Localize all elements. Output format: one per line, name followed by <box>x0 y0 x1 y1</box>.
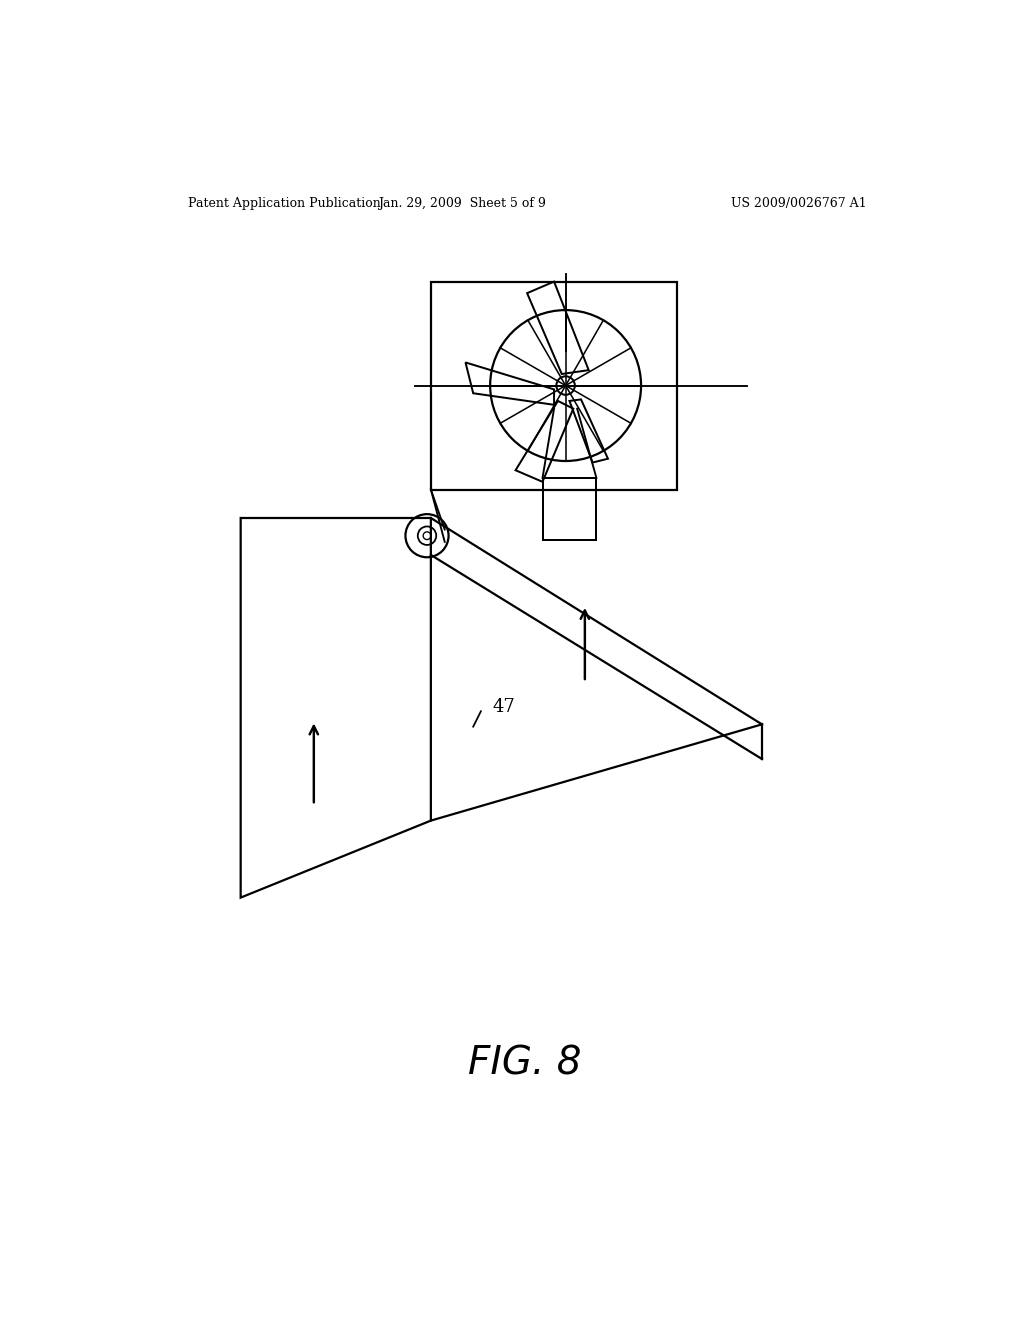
Text: Patent Application Publication: Patent Application Publication <box>188 197 381 210</box>
Text: 47: 47 <box>493 698 515 715</box>
Text: FIG. 8: FIG. 8 <box>468 1044 582 1082</box>
Text: US 2009/0026767 A1: US 2009/0026767 A1 <box>731 197 866 210</box>
Text: Jan. 29, 2009  Sheet 5 of 9: Jan. 29, 2009 Sheet 5 of 9 <box>378 197 546 210</box>
